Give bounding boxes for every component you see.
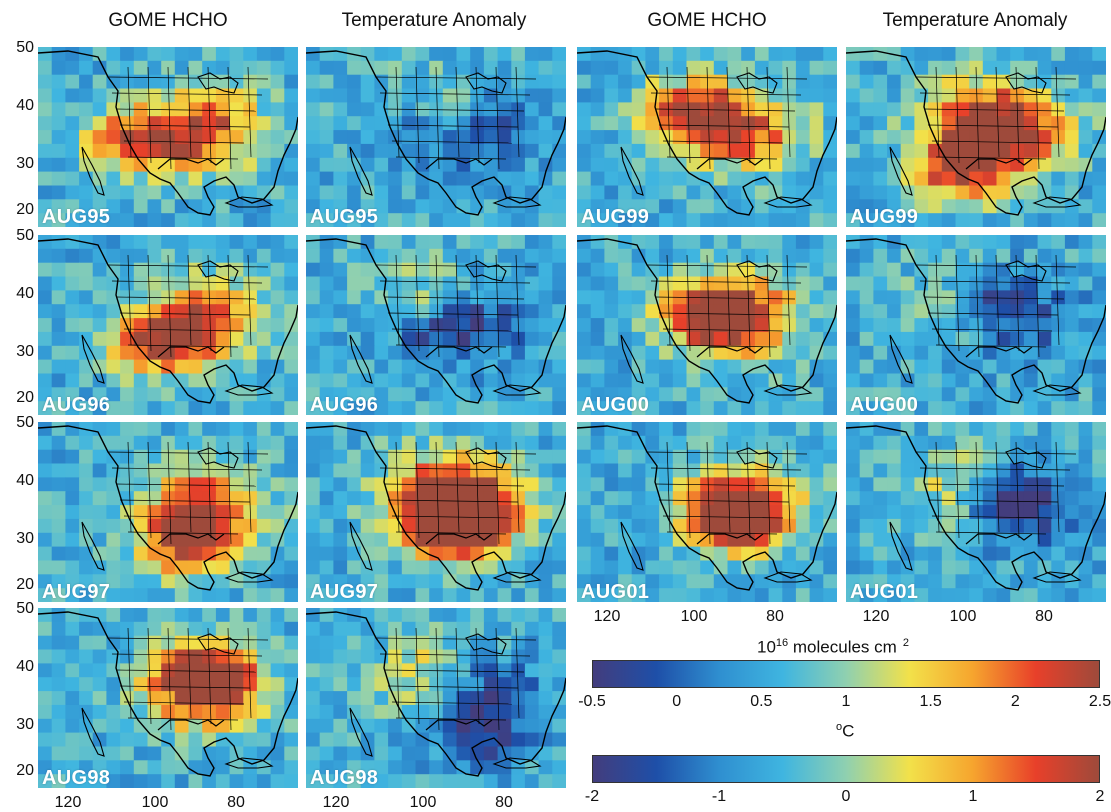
temp-colorbar-title: oC: [836, 721, 854, 742]
latitude-tick-label: 20: [16, 576, 34, 593]
latitude-tick-label: 30: [16, 343, 34, 360]
degree-symbol: o: [836, 721, 843, 733]
map-panel-hcho-aug97: AUG97: [38, 422, 298, 602]
colorbar-tick-label: 0: [672, 693, 682, 710]
latitude-tick-label: 20: [16, 201, 34, 218]
longitude-tick-label: 120: [862, 608, 890, 625]
map-panel-temp-aug97: AUG97: [306, 422, 566, 602]
map-panel-temp-aug95: AUG95: [306, 47, 566, 227]
panel-label: AUG96: [310, 394, 379, 415]
latitude-tick-label: 40: [16, 285, 34, 302]
longitude-tick-label: 120: [54, 794, 82, 811]
longitude-tick-label: 100: [680, 608, 708, 625]
hcho-colorbar: [592, 660, 1100, 688]
hcho-unit-base: 10: [757, 637, 776, 657]
panel-label: AUG98: [42, 767, 111, 788]
latitude-tick-label: 40: [16, 97, 34, 114]
latitude-tick-label: 50: [16, 39, 34, 56]
map-panel-hcho-aug99: AUG99: [577, 47, 837, 227]
map-panel-hcho-aug95: AUG95: [38, 47, 298, 227]
map-panel-temp-aug01: AUG01: [846, 422, 1106, 602]
map-panel-hcho-aug98: AUG98: [38, 608, 298, 788]
colorbar-tick-label: -0.5: [578, 693, 606, 710]
temp-unit-text: C: [842, 721, 855, 741]
panel-label: AUG97: [310, 581, 379, 602]
column-title-hcho-1: GOME HCHO: [108, 10, 228, 31]
panel-label: AUG95: [310, 206, 379, 227]
map-panel-temp-aug99: AUG99: [846, 47, 1106, 227]
latitude-tick-label: 40: [16, 658, 34, 675]
panel-label: AUG95: [42, 206, 111, 227]
map-panel-temp-aug96: AUG96: [306, 235, 566, 415]
colorbar-tick-label: 1: [841, 693, 851, 710]
longitude-tick-label: 100: [949, 608, 977, 625]
longitude-tick-label: 80: [227, 794, 245, 811]
latitude-tick-label: 30: [16, 530, 34, 547]
colorbar-tick-label: -2: [584, 788, 600, 805]
hcho-unit-text: molecules cm: [788, 637, 897, 657]
panel-label: AUG99: [850, 206, 919, 227]
hcho-unit-exponent-2: 2: [902, 637, 909, 649]
longitude-tick-label: 80: [1035, 608, 1053, 625]
longitude-tick-label: 80: [766, 608, 784, 625]
longitude-tick-label: 120: [593, 608, 621, 625]
column-title-hcho-2: GOME HCHO: [647, 10, 767, 31]
longitude-tick-label: 120: [322, 794, 350, 811]
hcho-unit-exponent: 16: [775, 637, 789, 649]
colorbar-tick-label: 2: [1095, 788, 1105, 805]
latitude-tick-label: 20: [16, 762, 34, 779]
colorbar-tick-label: 2.5: [1088, 693, 1111, 710]
colorbar-tick-label: -1: [711, 788, 727, 805]
map-panel-temp-aug00: AUG00: [846, 235, 1106, 415]
column-title-temp-1: Temperature Anomaly: [341, 10, 527, 31]
panel-label: AUG99: [581, 206, 650, 227]
hcho-colorbar-title: 1016 molecules cm 2: [757, 637, 909, 658]
latitude-tick-label: 20: [16, 389, 34, 406]
panel-label: AUG00: [581, 394, 650, 415]
map-panel-hcho-aug00: AUG00: [577, 235, 837, 415]
colorbar-tick-label: 1: [968, 788, 978, 805]
latitude-tick-label: 30: [16, 716, 34, 733]
colorbar-tick-label: 1.5: [919, 693, 942, 710]
latitude-tick-label: 50: [16, 414, 34, 431]
longitude-tick-label: 80: [495, 794, 513, 811]
column-title-temp-2: Temperature Anomaly: [882, 10, 1068, 31]
colorbar-tick-label: 0.5: [750, 693, 773, 710]
longitude-tick-label: 100: [409, 794, 437, 811]
panel-label: AUG97: [42, 581, 111, 602]
panel-label: AUG00: [850, 394, 919, 415]
longitude-tick-label: 100: [141, 794, 169, 811]
latitude-tick-label: 50: [16, 600, 34, 617]
latitude-tick-label: 40: [16, 472, 34, 489]
temp-colorbar: [592, 755, 1100, 783]
map-panel-hcho-aug01: AUG01: [577, 422, 837, 602]
latitude-tick-label: 50: [16, 227, 34, 244]
latitude-tick-label: 30: [16, 155, 34, 172]
colorbar-tick-label: 0: [841, 788, 851, 805]
panel-label: AUG96: [42, 394, 111, 415]
panel-label: AUG98: [310, 767, 379, 788]
map-panel-hcho-aug96: AUG96: [38, 235, 298, 415]
panel-label: AUG01: [581, 581, 650, 602]
map-panel-temp-aug98: AUG98: [306, 608, 566, 788]
panel-label: AUG01: [850, 581, 919, 602]
colorbar-tick-label: 2: [1010, 693, 1020, 710]
